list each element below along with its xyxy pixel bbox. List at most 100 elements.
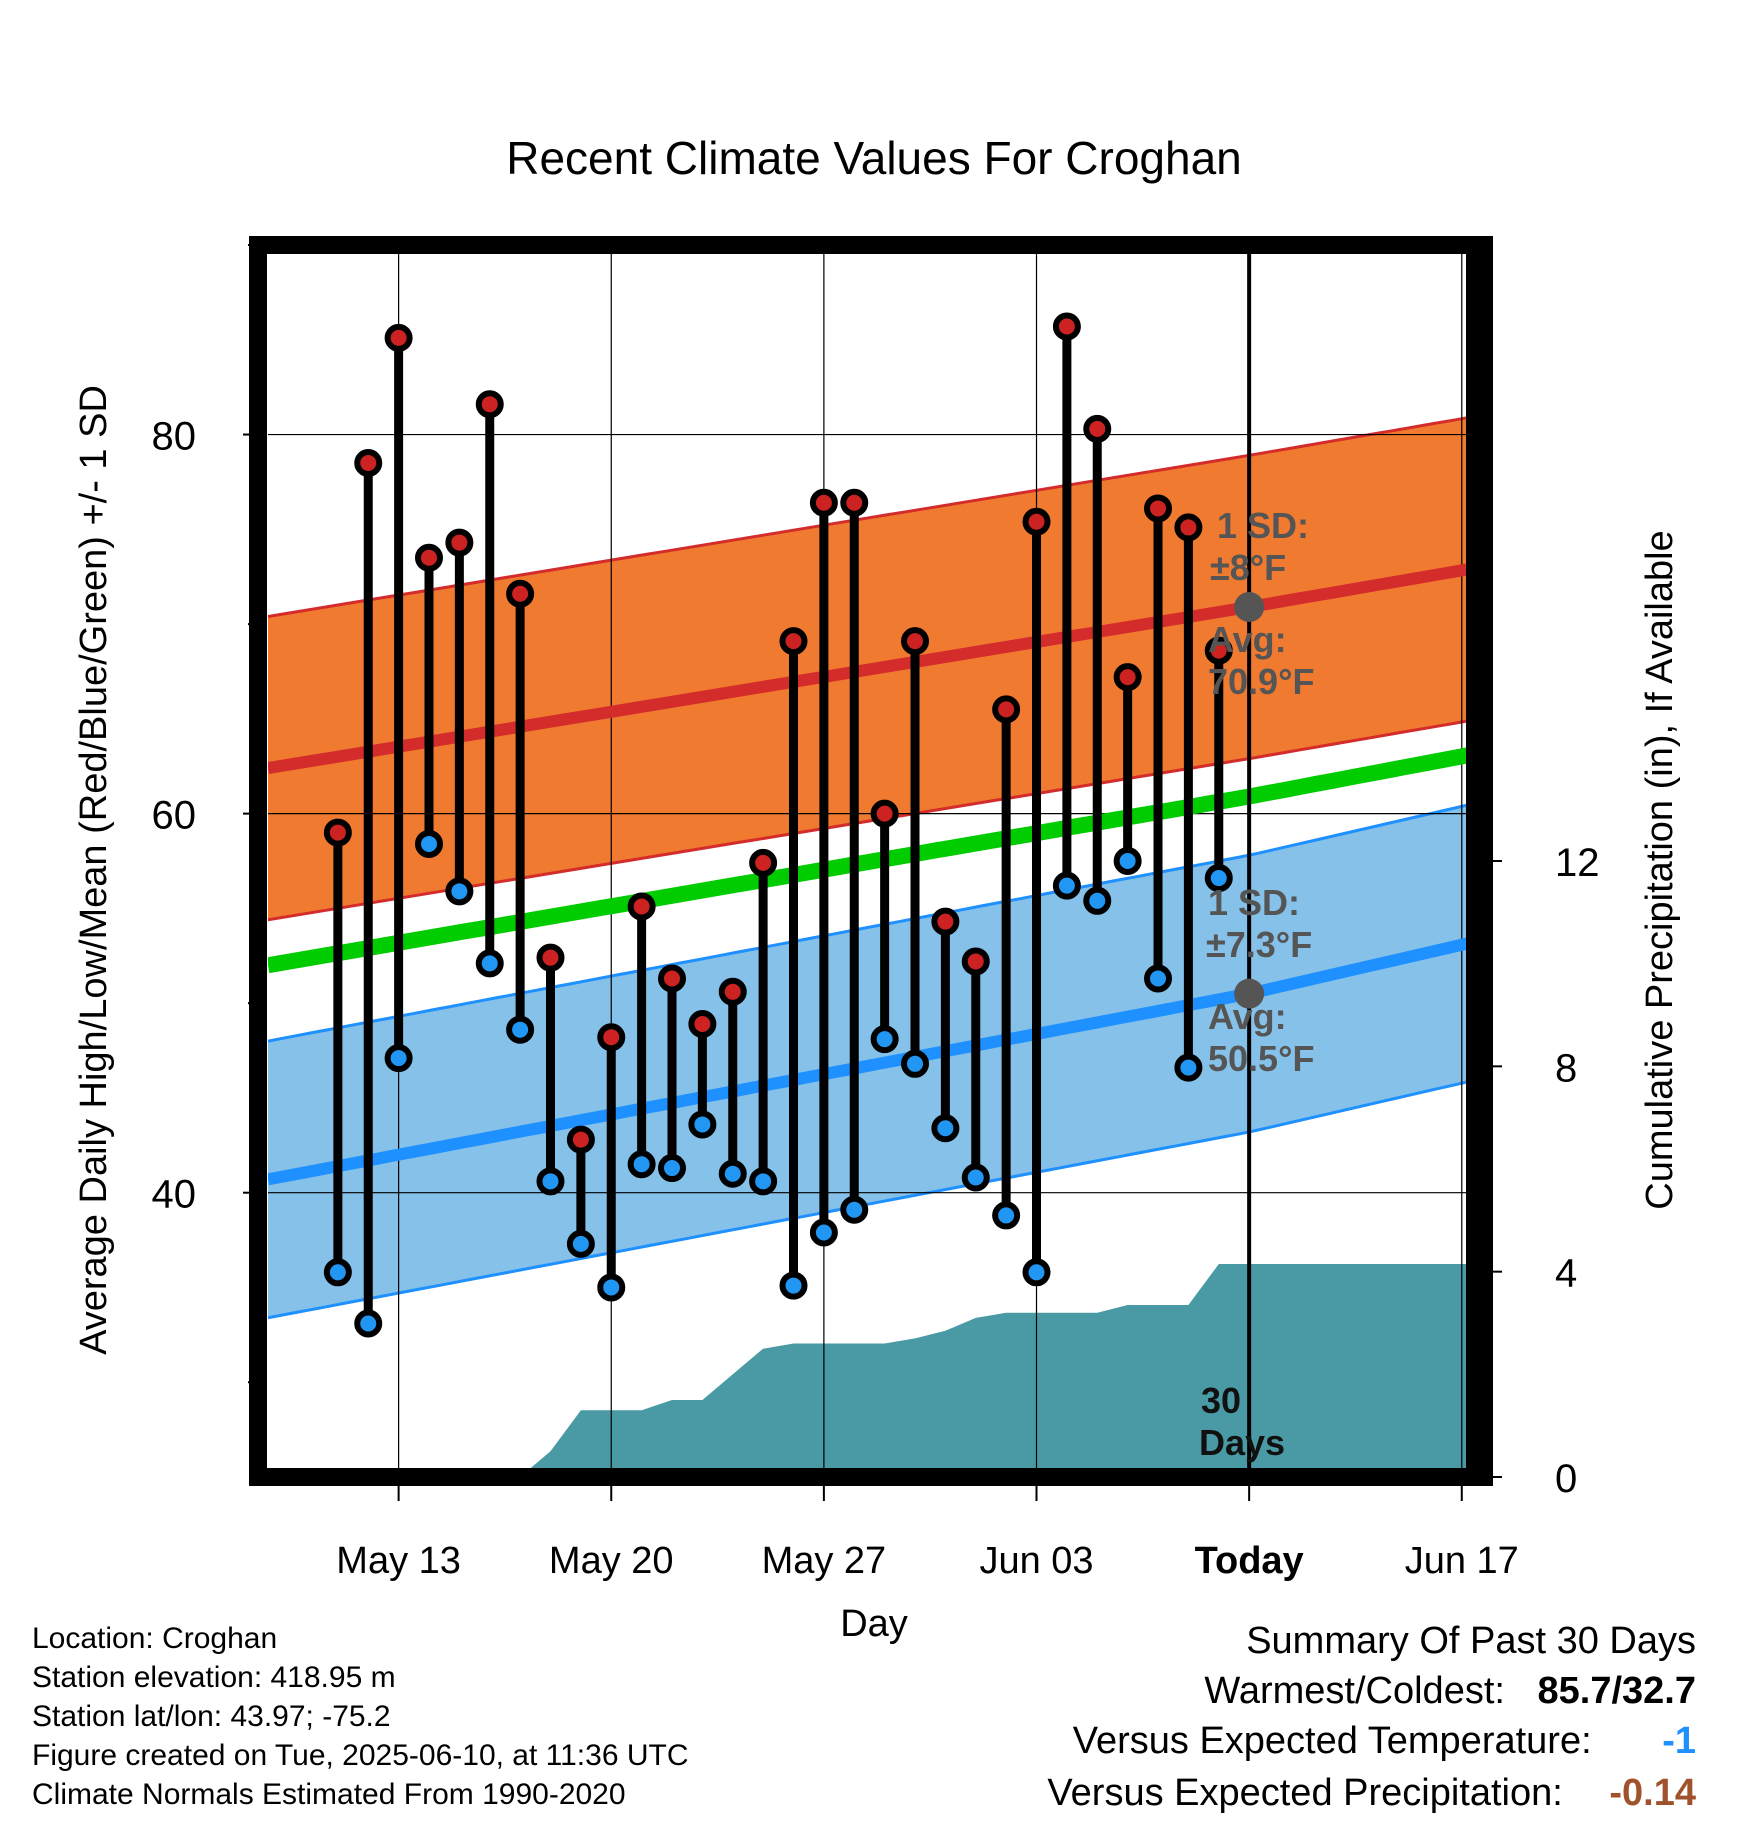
- high-avg-label: Avg:: [1208, 619, 1287, 660]
- daily-high-dot: [718, 977, 747, 1006]
- daily-low-dot: [809, 1218, 838, 1247]
- daily-high-dot: [658, 964, 686, 993]
- daily-low-dot: [597, 1273, 626, 1302]
- summary-warm-cold-label: Warmest/Coldest:: [1204, 1670, 1505, 1712]
- daily-low-dot: [354, 1309, 383, 1338]
- daily-high-dot: [506, 579, 535, 608]
- y2-tick-label: 4: [1555, 1252, 1577, 1296]
- daily-low-dot: [506, 1015, 535, 1044]
- high-avg-value: 70.9°F: [1208, 661, 1314, 702]
- daily-low-dot: [901, 1049, 930, 1078]
- daily-high-dot: [384, 323, 413, 352]
- daily-low-dot: [658, 1154, 686, 1183]
- daily-high-dot: [354, 448, 383, 477]
- daily-high-dot: [688, 1010, 717, 1039]
- daily-low-dot: [384, 1044, 413, 1073]
- high-avg-marker: [1234, 592, 1265, 623]
- y-axis-label: Average Daily High/Low/Mean (Red/Blue/Gr…: [73, 385, 115, 1355]
- daily-high-dot: [1083, 414, 1112, 443]
- x-tick-label: May 27: [762, 1540, 887, 1582]
- low-sd-upper-line: [268, 800, 1480, 1043]
- y2-axis-label: Cumulative Precipitation (in), If Availa…: [1639, 530, 1681, 1209]
- y2-tick-label: 8: [1555, 1046, 1577, 1090]
- daily-high-dot: [840, 488, 869, 517]
- days-label-number: 30: [1201, 1380, 1241, 1421]
- footer-latlon: Station lat/lon: 43.97; -75.2: [32, 1700, 391, 1733]
- daily-high-dot: [870, 799, 899, 828]
- footer-location: Location: Croghan: [32, 1622, 278, 1655]
- x-tick-label: Today: [1195, 1540, 1304, 1582]
- daily-low-dot: [1083, 886, 1112, 915]
- daily-high-dot: [961, 947, 990, 976]
- daily-low-dot: [688, 1110, 717, 1139]
- daily-high-dot: [1204, 636, 1233, 665]
- summary-precip-label: Versus Expected Precipitation:: [1047, 1772, 1563, 1814]
- summary-title: Summary Of Past 30 Days: [1246, 1620, 1696, 1662]
- high-normal-line: [268, 561, 1480, 775]
- footer-elevation: Station elevation: 418.95 m: [32, 1661, 396, 1694]
- summary-temp: Versus Expected Temperature: -1: [1073, 1720, 1696, 1763]
- daily-high-dot: [1144, 494, 1173, 523]
- y2-tick-label: 12: [1555, 841, 1600, 885]
- daily-low-dot: [475, 949, 504, 978]
- x-tick-label: Jun 03: [979, 1540, 1093, 1582]
- summary-warm-cold: Warmest/Coldest: 85.7/32.7: [1204, 1670, 1696, 1713]
- daily-high-dot: [1052, 312, 1081, 341]
- daily-low-dot: [1113, 847, 1142, 875]
- daily-low-dot: [1174, 1053, 1203, 1082]
- daily-high-dot: [445, 528, 474, 557]
- daily-high-dot: [779, 627, 808, 656]
- precip-area: [337, 1264, 1480, 1477]
- daily-low-dot: [931, 1114, 960, 1143]
- daily-high-dot: [414, 543, 443, 572]
- summary-temp-value: -1: [1662, 1720, 1696, 1762]
- daily-high-dot: [475, 390, 504, 419]
- daily-high-dot: [992, 695, 1021, 724]
- summary-precip-value: -0.14: [1609, 1772, 1696, 1814]
- daily-low-dot: [992, 1201, 1021, 1230]
- daily-low-dot: [961, 1163, 990, 1192]
- daily-high-dot: [597, 1023, 626, 1052]
- daily-low-dot: [718, 1159, 747, 1188]
- daily-low-dot: [779, 1271, 808, 1300]
- daily-high-dot: [901, 627, 930, 656]
- daily-high-dot: [809, 488, 838, 517]
- daily-low-dot: [627, 1150, 656, 1179]
- daily-low-dot: [1144, 964, 1173, 993]
- plot-clipped-group: [268, 245, 1480, 1477]
- summary-warm-cold-value: 85.7/32.7: [1537, 1670, 1696, 1712]
- daily-low-dot: [840, 1195, 869, 1224]
- summary-temp-label: Versus Expected Temperature:: [1072, 1720, 1592, 1762]
- chart-title: Recent Climate Values For Croghan: [506, 132, 1241, 184]
- footer-normals: Climate Normals Estimated From 1990-2020: [32, 1778, 626, 1811]
- daily-low-dot: [323, 1258, 352, 1287]
- daily-low-dot: [749, 1167, 778, 1196]
- low-sd-lower-line: [268, 1077, 1480, 1320]
- daily-high-dot: [931, 907, 960, 936]
- low-avg-marker: [1234, 978, 1265, 1009]
- daily-high-dot: [1174, 513, 1203, 542]
- y-tick-label: 40: [152, 1173, 197, 1217]
- daily-low-dot: [566, 1229, 595, 1258]
- daily-high-dot: [1022, 507, 1051, 536]
- high-sd-upper-line: [268, 414, 1480, 618]
- daily-high-dot: [323, 818, 352, 847]
- y-tick-label: 80: [152, 415, 197, 459]
- daily-low-dot: [536, 1167, 565, 1196]
- low-normal-line: [268, 934, 1480, 1186]
- x-tick-label: May 20: [549, 1540, 674, 1582]
- daily-low-dot: [870, 1025, 899, 1054]
- daily-low-dot: [445, 877, 474, 906]
- mean-normal-line: [268, 745, 1480, 974]
- low-avg-value: 50.5°F: [1208, 1038, 1314, 1079]
- summary-precip: Versus Expected Precipitation: -0.14: [1047, 1772, 1696, 1815]
- daily-low-dot: [1204, 864, 1233, 893]
- low-sd-label: 1 SD:: [1208, 882, 1300, 923]
- low-avg-label: Avg:: [1208, 996, 1287, 1037]
- days-label-word: Days: [1199, 1422, 1285, 1463]
- y2-tick-label: 0: [1555, 1457, 1577, 1501]
- daily-high-dot: [1113, 663, 1142, 692]
- daily-high-dot: [749, 848, 778, 877]
